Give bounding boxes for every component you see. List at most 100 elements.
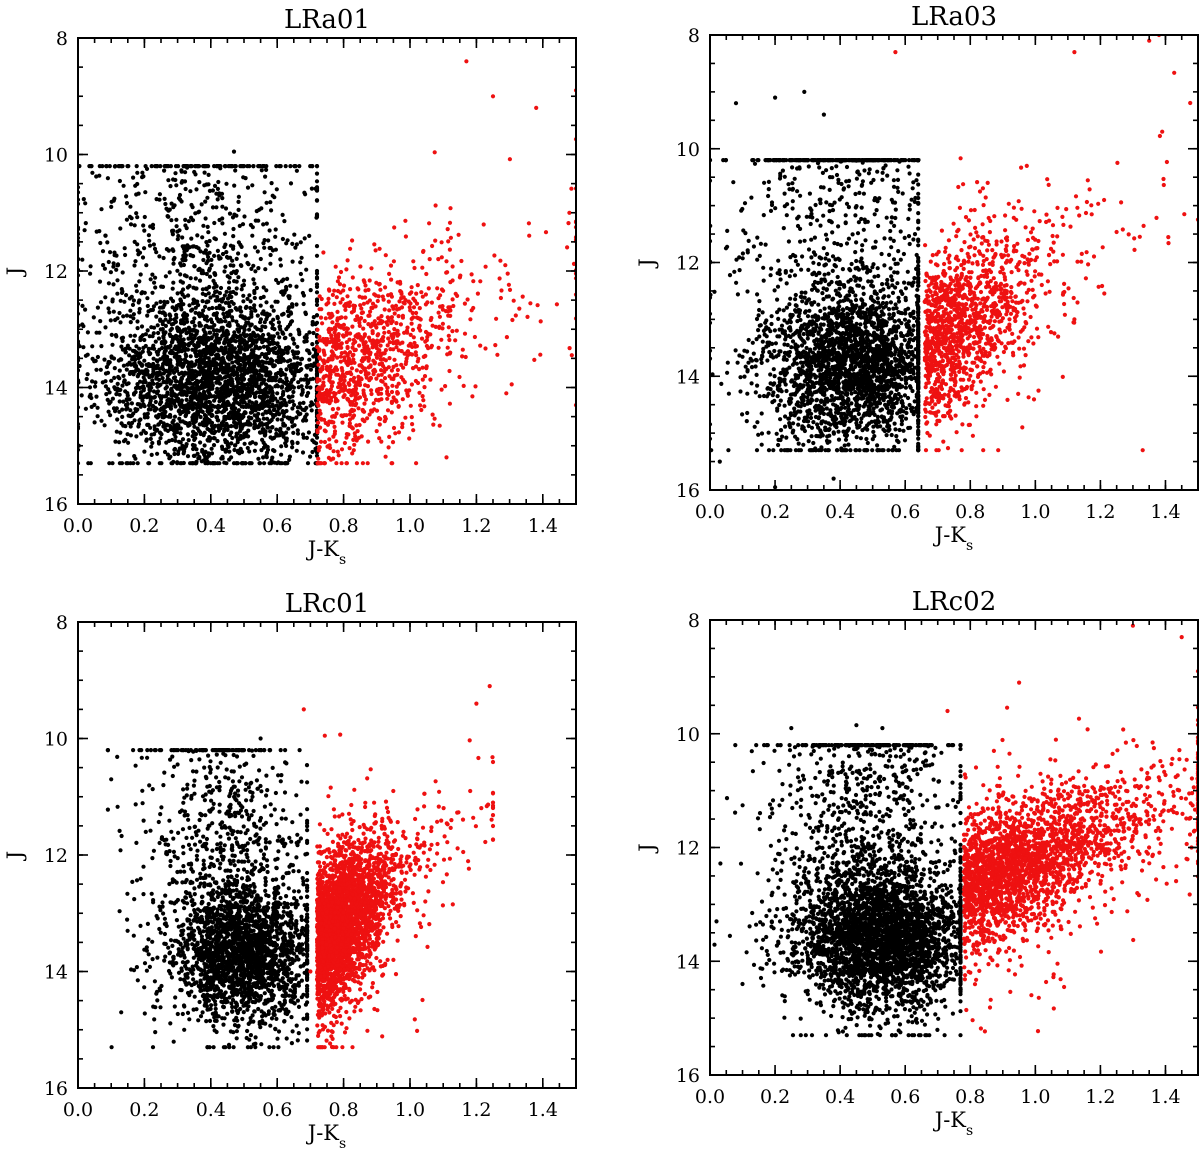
data-point: [141, 345, 146, 350]
data-point: [163, 394, 169, 399]
data-point: [382, 376, 388, 381]
data-point: [99, 207, 104, 212]
data-point: [409, 382, 414, 387]
data-point: [163, 274, 168, 279]
data-point: [215, 294, 220, 299]
data-point: [273, 384, 278, 389]
data-point: [212, 398, 217, 403]
data-point: [314, 441, 319, 446]
data-point: [252, 245, 258, 250]
data-point: [405, 330, 410, 335]
data-point: [124, 367, 129, 372]
data-point: [483, 264, 488, 269]
data-point: [349, 366, 355, 371]
data-point: [504, 335, 509, 340]
data-point: [334, 461, 339, 466]
data-point: [85, 352, 90, 357]
data-point: [411, 315, 416, 320]
data-point: [284, 430, 289, 435]
data-point: [835, 274, 840, 280]
data-point: [385, 315, 390, 320]
data-point: [344, 461, 349, 466]
data-point: [439, 337, 444, 342]
data-point: [213, 395, 218, 400]
data-point: [336, 275, 342, 280]
data-point: [112, 196, 117, 201]
data-point: [334, 411, 339, 416]
data-point: [330, 320, 335, 325]
data-point: [375, 298, 380, 304]
data-point: [269, 425, 274, 430]
data-point: [321, 380, 326, 385]
data-point: [129, 420, 135, 426]
data-point: [185, 243, 190, 248]
data-point: [215, 197, 220, 202]
data-point: [263, 382, 269, 387]
data-point: [420, 365, 425, 370]
data-point: [506, 282, 511, 287]
data-point: [164, 440, 169, 445]
data-point: [244, 395, 249, 400]
data-point: [235, 373, 240, 378]
data-point: [344, 413, 349, 418]
data-point: [152, 424, 157, 429]
data-point: [144, 367, 149, 372]
data-point: [125, 164, 130, 169]
data-point: [165, 390, 170, 395]
data-point: [806, 439, 811, 444]
data-point: [766, 179, 772, 184]
data-point: [201, 348, 206, 353]
data-point: [275, 331, 280, 336]
data-point: [412, 265, 417, 271]
data-point: [137, 346, 142, 351]
data-point: [796, 441, 801, 446]
data-point: [245, 445, 250, 451]
data-point: [348, 377, 353, 382]
data-point: [376, 373, 381, 378]
data-point: [503, 263, 508, 268]
data-point: [197, 180, 202, 185]
data-point: [251, 164, 256, 169]
data-point: [141, 428, 146, 433]
data-point: [322, 461, 327, 466]
data-point: [334, 439, 339, 444]
data-point: [169, 393, 174, 398]
data-point: [91, 315, 96, 320]
data-point: [263, 443, 268, 449]
data-point: [267, 228, 272, 233]
data-point: [385, 343, 390, 348]
data-point: [304, 418, 309, 423]
data-point: [252, 295, 257, 301]
data-point: [167, 332, 172, 337]
data-point: [277, 428, 282, 433]
data-point: [381, 357, 386, 362]
data-point: [323, 420, 328, 426]
data-point: [405, 393, 410, 398]
data-point: [192, 323, 197, 328]
data-point: [155, 363, 160, 368]
data-point: [146, 233, 151, 238]
data-point: [83, 406, 88, 411]
data-point: [201, 376, 206, 381]
data-point: [379, 439, 384, 444]
data-point: [439, 255, 444, 260]
data-point: [395, 328, 400, 333]
data-point: [461, 383, 466, 388]
data-point: [318, 461, 323, 466]
data-point: [223, 422, 229, 427]
data-point: [202, 333, 207, 338]
data-point: [181, 262, 186, 268]
data-point: [126, 381, 131, 386]
data-point: [321, 250, 326, 255]
data-point: [528, 301, 533, 306]
data-point: [284, 403, 289, 408]
data-point: [410, 422, 415, 427]
data-point: [204, 240, 209, 245]
data-point: [99, 344, 104, 349]
data-point: [197, 422, 202, 427]
data-point: [331, 449, 336, 454]
data-point: [363, 372, 368, 377]
data-point: [230, 164, 235, 169]
data-point: [213, 353, 219, 358]
data-point: [128, 222, 134, 227]
